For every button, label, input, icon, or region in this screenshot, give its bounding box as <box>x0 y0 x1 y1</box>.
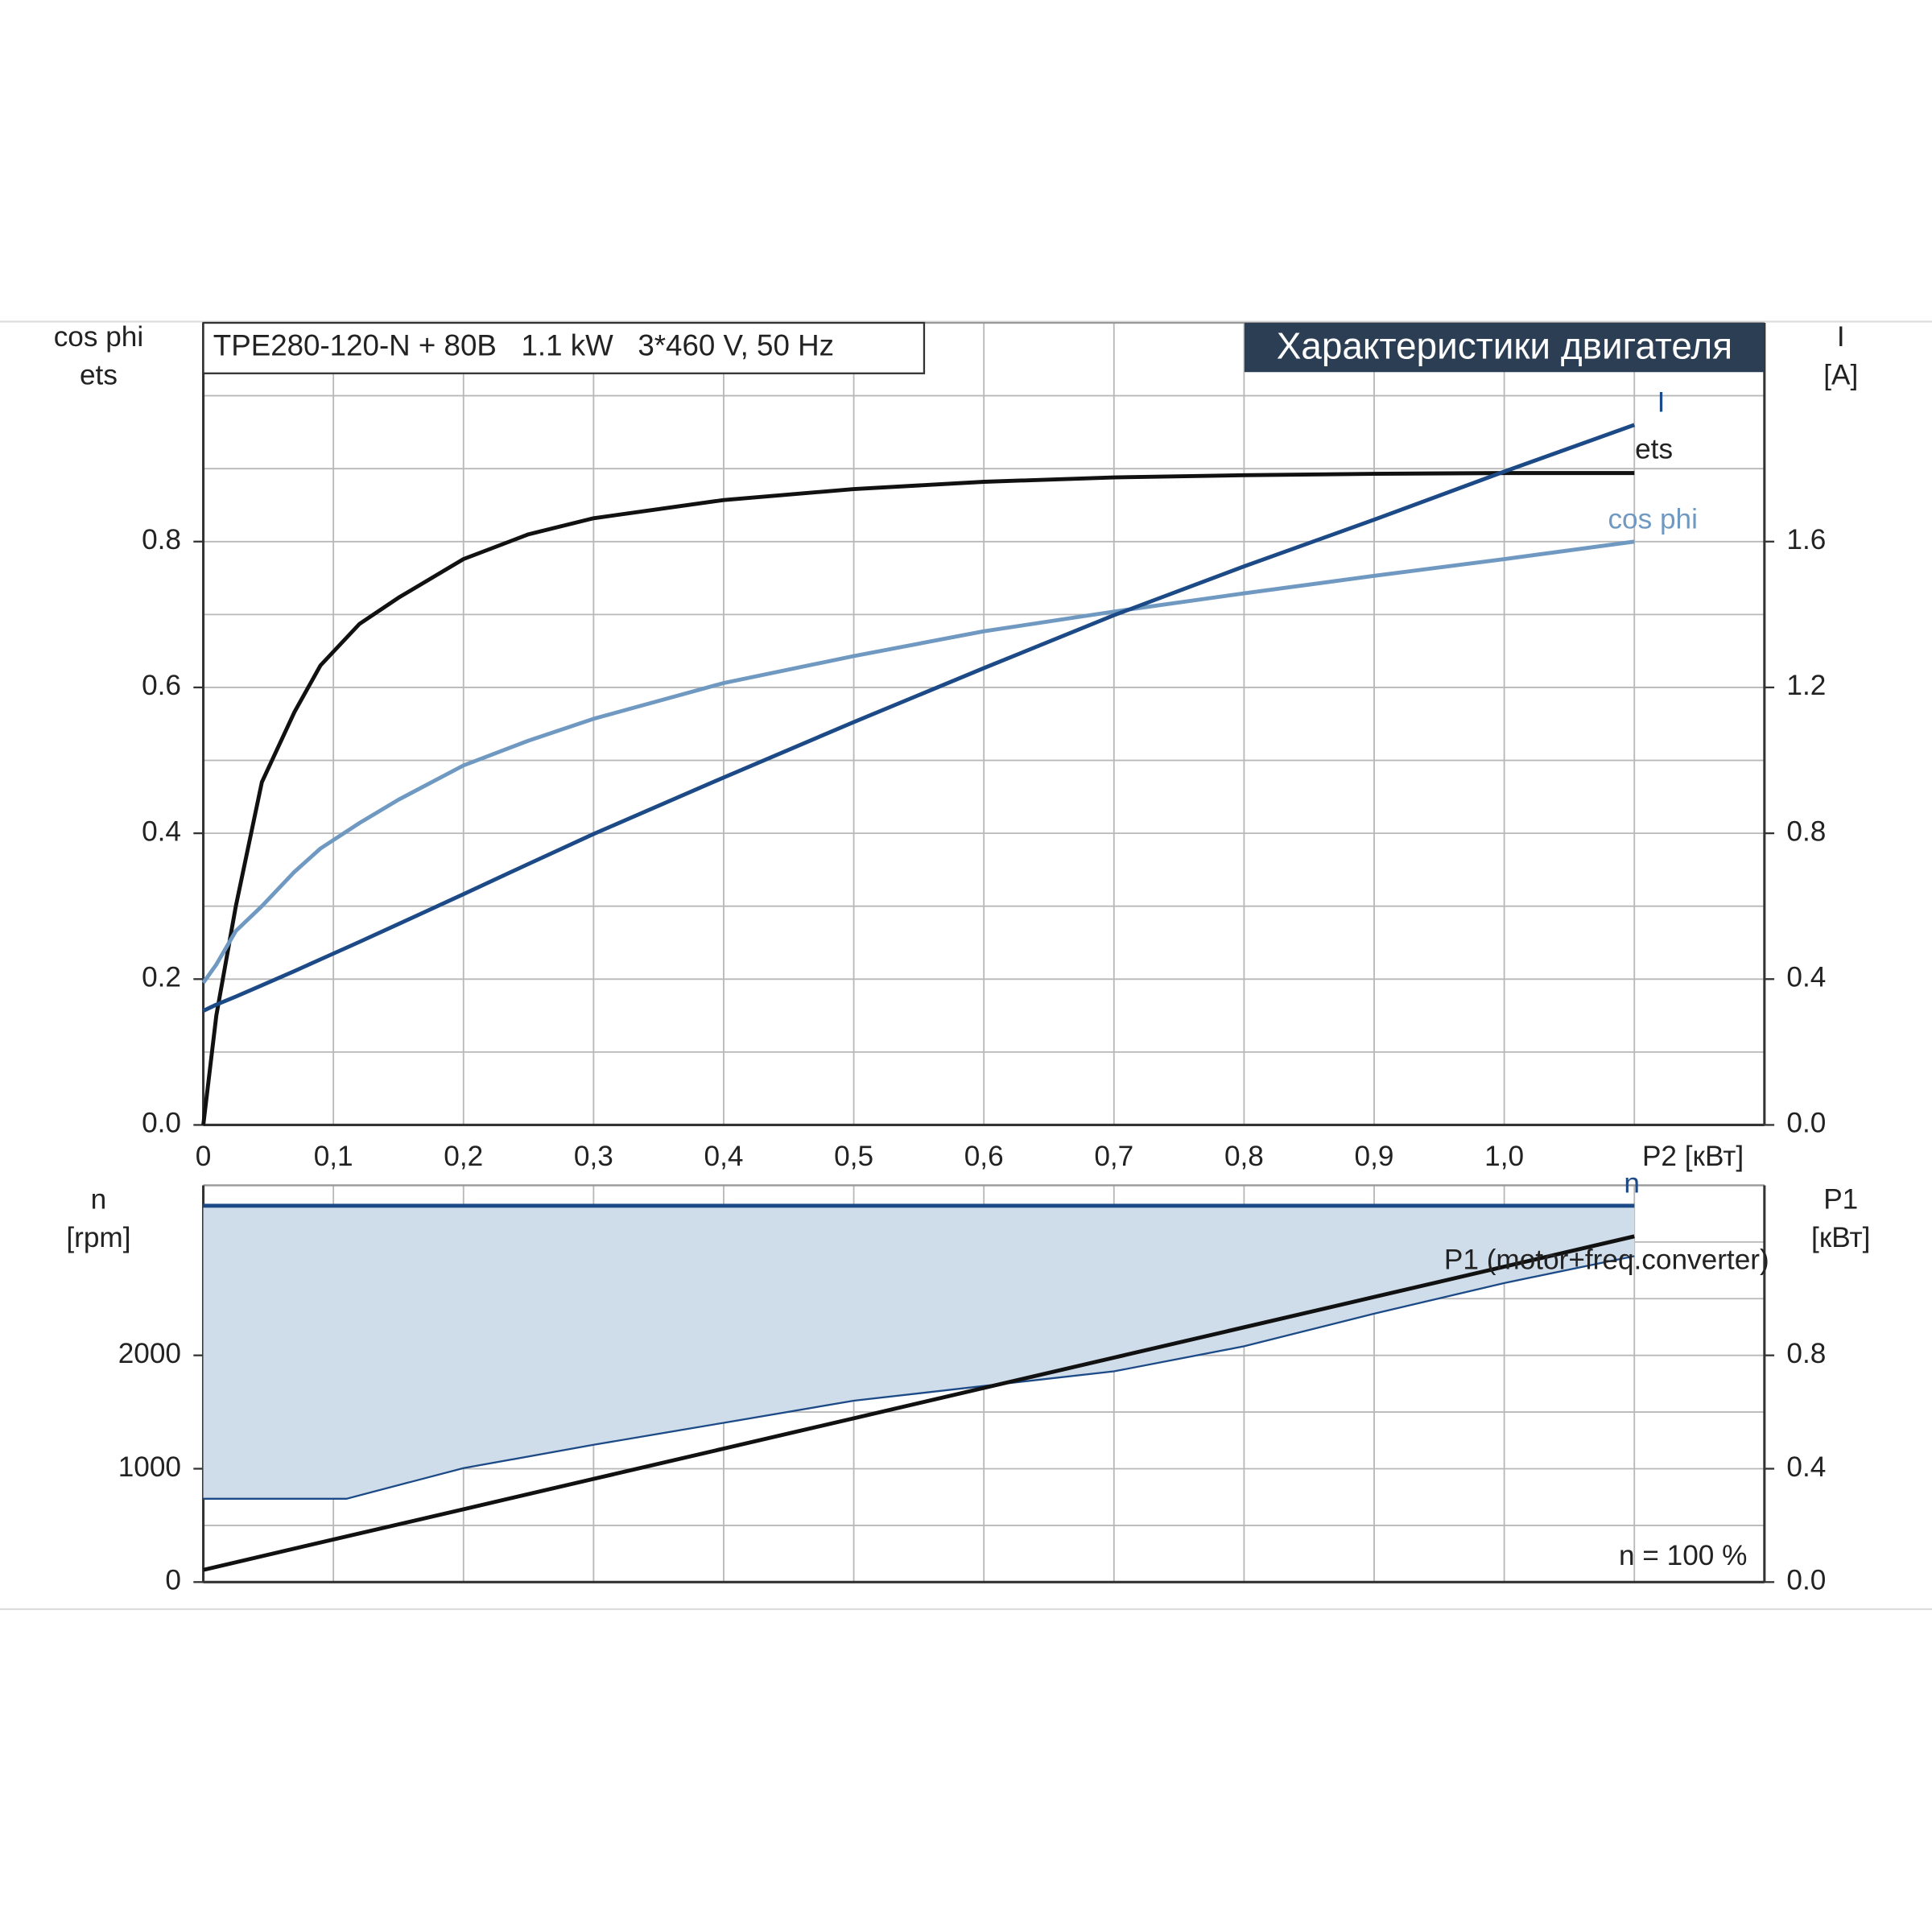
series-label: n <box>1624 1168 1640 1199</box>
series-line <box>202 423 1636 1013</box>
y2-tick-label: 0.0 <box>1786 1565 1826 1596</box>
series-line <box>202 1234 1635 1572</box>
chart-title: Характеристики двигателя <box>1277 324 1732 366</box>
y-tick-label: 0.6 <box>142 670 181 701</box>
x-tick-label: 0 <box>196 1141 212 1172</box>
annotation: n = 100 % <box>1619 1540 1747 1571</box>
x-tick-label: 0,1 <box>314 1141 353 1172</box>
x-tick-label: 0,4 <box>704 1141 744 1172</box>
x-tick-label: 0,2 <box>444 1141 483 1172</box>
y-axis-label: n <box>91 1184 107 1216</box>
y2-axis-label: [кВт] <box>1811 1222 1870 1253</box>
y-tick-label: 0.8 <box>142 524 181 555</box>
x-tick-label: 0,5 <box>834 1141 873 1172</box>
x-tick-label: 0,6 <box>964 1141 1004 1172</box>
y-axis-label: ets <box>80 360 118 391</box>
y2-tick-label: 1.2 <box>1786 670 1826 701</box>
y-tick-label: 0.0 <box>142 1108 181 1139</box>
y2-tick-label: 0.0 <box>1786 1108 1826 1139</box>
title-box <box>1244 323 1765 373</box>
band-area <box>203 1205 1635 1499</box>
chart-subtitle: TPE280-120-N + 80B 1.1 kW 3*460 V, 50 Hz <box>213 328 834 361</box>
y2-tick-label: 0.4 <box>1786 962 1826 993</box>
y-tick-label: 0.4 <box>142 815 181 847</box>
x-tick-label: 0,7 <box>1094 1141 1133 1172</box>
x-tick-label: 0,9 <box>1355 1141 1394 1172</box>
x-tick-label: 1,0 <box>1484 1141 1524 1172</box>
x-tick-label: 0,8 <box>1224 1141 1264 1172</box>
y2-tick-label: 0.4 <box>1786 1451 1826 1483</box>
y-tick-label: 2000 <box>118 1338 181 1369</box>
series-label: P1 (motor+freq.converter) <box>1444 1245 1769 1276</box>
y2-tick-label: 0.8 <box>1786 1338 1826 1369</box>
y2-axis-label: [A] <box>1823 360 1858 391</box>
y-tick-label: 0 <box>165 1565 181 1596</box>
y2-axis-label: P1 <box>1823 1184 1858 1216</box>
x-tick-label: 0,3 <box>574 1141 613 1172</box>
y2-tick-label: 0.8 <box>1786 815 1826 847</box>
info-box <box>202 321 926 374</box>
y-axis-label: [rpm] <box>66 1222 130 1253</box>
y2-axis-label: I <box>1837 321 1845 353</box>
y-tick-label: 1000 <box>118 1451 181 1483</box>
band-min-line <box>203 1255 1635 1500</box>
y-tick-label: 0.2 <box>142 962 181 993</box>
series-label: I <box>1657 386 1666 418</box>
y-axis-label: cos phi <box>54 321 144 353</box>
series-line <box>201 539 1635 985</box>
series-label: ets <box>1635 434 1673 465</box>
series-label: cos phi <box>1608 504 1698 535</box>
x-axis-label: P2 [кВт] <box>1642 1141 1744 1172</box>
series-line <box>201 471 1635 1125</box>
y2-tick-label: 1.6 <box>1786 524 1826 555</box>
